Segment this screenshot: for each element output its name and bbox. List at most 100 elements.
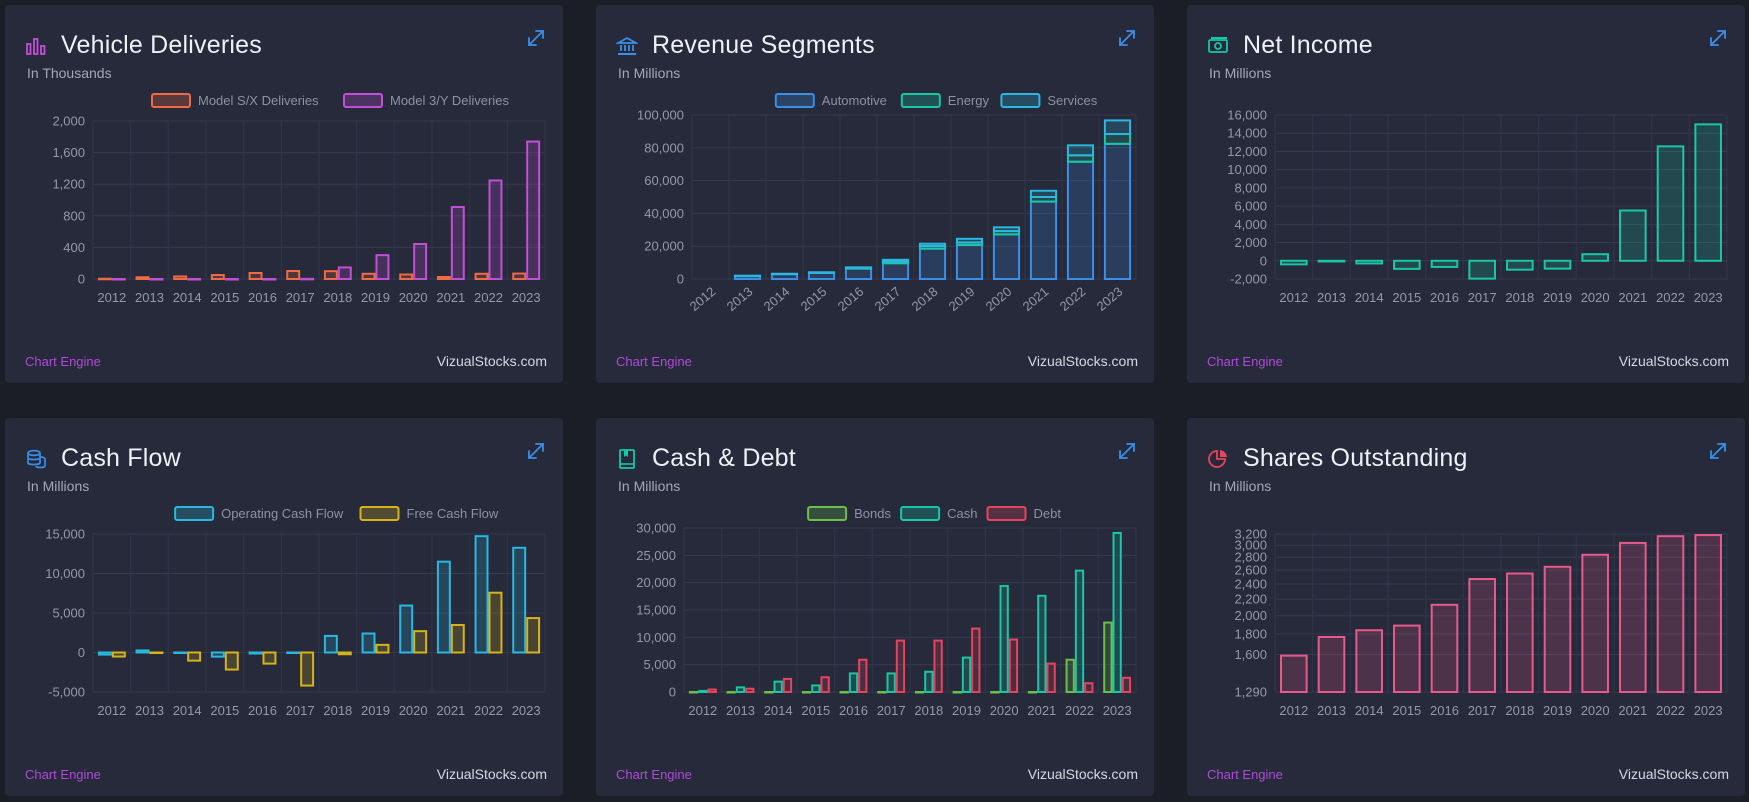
- bar[interactable]: [1430, 259, 1459, 268]
- legend-item[interactable]: Energy: [900, 93, 990, 108]
- legend-item[interactable]: Cash: [900, 506, 977, 521]
- bar[interactable]: [1355, 259, 1383, 265]
- bar[interactable]: [1430, 603, 1459, 693]
- bar[interactable]: [971, 627, 981, 694]
- bar[interactable]: [955, 237, 984, 244]
- bar[interactable]: [413, 630, 428, 654]
- chart-engine-link[interactable]: Chart Engine: [25, 354, 101, 369]
- bar[interactable]: [361, 632, 376, 654]
- bar[interactable]: [210, 274, 225, 281]
- bar[interactable]: [844, 267, 873, 280]
- bar[interactable]: [413, 243, 428, 281]
- bar[interactable]: [474, 272, 489, 280]
- legend-item[interactable]: Services: [1000, 93, 1098, 108]
- bar[interactable]: [262, 651, 277, 665]
- bar[interactable]: [1317, 635, 1346, 694]
- bar[interactable]: [474, 535, 489, 654]
- bar[interactable]: [526, 617, 541, 654]
- bar[interactable]: [1280, 259, 1308, 266]
- bar[interactable]: [1037, 594, 1047, 693]
- bar[interactable]: [992, 226, 1021, 233]
- bar[interactable]: [707, 688, 717, 693]
- bar[interactable]: [224, 651, 239, 671]
- bar[interactable]: [1506, 572, 1534, 693]
- site-link[interactable]: VizualStocks.com: [1618, 353, 1729, 369]
- bar[interactable]: [111, 278, 126, 281]
- bar[interactable]: [924, 670, 934, 693]
- bar[interactable]: [990, 691, 1000, 694]
- bar[interactable]: [1112, 531, 1122, 694]
- bar[interactable]: [375, 643, 390, 654]
- bar[interactable]: [1280, 654, 1308, 693]
- bar[interactable]: [450, 623, 465, 654]
- bar[interactable]: [399, 273, 414, 280]
- bar[interactable]: [1393, 624, 1421, 693]
- bar[interactable]: [1066, 160, 1095, 280]
- legend-item[interactable]: Operating Cash Flow: [174, 506, 344, 521]
- bar[interactable]: [323, 634, 338, 654]
- bar[interactable]: [450, 206, 465, 280]
- bar[interactable]: [848, 672, 859, 693]
- chart-engine-link[interactable]: Chart Engine: [25, 767, 101, 782]
- bar[interactable]: [811, 684, 821, 694]
- bar[interactable]: [820, 676, 830, 694]
- bar[interactable]: [1393, 259, 1421, 270]
- bar[interactable]: [1027, 691, 1038, 694]
- expand-icon[interactable]: [1116, 27, 1138, 49]
- bar[interactable]: [512, 546, 527, 654]
- bar[interactable]: [1066, 144, 1095, 157]
- bar[interactable]: [210, 651, 225, 658]
- bar[interactable]: [1046, 662, 1056, 693]
- bar[interactable]: [1029, 189, 1058, 198]
- bar[interactable]: [999, 584, 1009, 693]
- bar[interactable]: [1581, 253, 1609, 262]
- bar[interactable]: [1619, 209, 1647, 262]
- bar[interactable]: [1008, 638, 1019, 694]
- bar[interactable]: [262, 278, 277, 281]
- bar[interactable]: [1506, 259, 1534, 271]
- expand-icon[interactable]: [1707, 27, 1729, 49]
- bar[interactable]: [1355, 629, 1383, 694]
- bar[interactable]: [97, 277, 112, 281]
- bar[interactable]: [337, 266, 352, 281]
- legend-item[interactable]: Model 3/Y Deliveries: [343, 93, 509, 108]
- bar[interactable]: [1619, 541, 1647, 694]
- bar[interactable]: [1694, 123, 1722, 262]
- bar[interactable]: [1543, 565, 1572, 693]
- bar[interactable]: [135, 649, 150, 654]
- bar[interactable]: [111, 651, 126, 658]
- bar[interactable]: [1103, 621, 1113, 693]
- bar[interactable]: [337, 651, 352, 656]
- bar[interactable]: [1121, 676, 1132, 693]
- bar[interactable]: [187, 651, 202, 662]
- bar[interactable]: [733, 274, 762, 278]
- bar[interactable]: [914, 691, 925, 694]
- chart-engine-link[interactable]: Chart Engine: [616, 354, 692, 369]
- bar[interactable]: [97, 651, 112, 656]
- bar[interactable]: [698, 689, 708, 693]
- bar[interactable]: [1543, 259, 1572, 270]
- chart-engine-link[interactable]: Chart Engine: [1207, 354, 1283, 369]
- bar[interactable]: [1074, 569, 1085, 693]
- legend-item[interactable]: Debt: [986, 506, 1062, 521]
- bar[interactable]: [1656, 145, 1685, 262]
- bar[interactable]: [745, 687, 755, 694]
- site-link[interactable]: VizualStocks.com: [436, 766, 547, 782]
- bar[interactable]: [248, 271, 263, 281]
- bar[interactable]: [300, 277, 315, 281]
- legend-item[interactable]: Free Cash Flow: [359, 506, 499, 521]
- bar[interactable]: [933, 639, 943, 693]
- bar[interactable]: [807, 271, 836, 274]
- bar[interactable]: [1084, 682, 1094, 693]
- bar[interactable]: [149, 651, 164, 654]
- chart-engine-link[interactable]: Chart Engine: [616, 767, 692, 782]
- bar[interactable]: [839, 691, 849, 694]
- bar[interactable]: [436, 560, 451, 654]
- bar[interactable]: [688, 691, 699, 694]
- bar[interactable]: [726, 691, 736, 694]
- bar[interactable]: [173, 651, 188, 654]
- bar[interactable]: [361, 272, 376, 280]
- bar[interactable]: [149, 278, 164, 281]
- bar[interactable]: [773, 680, 783, 693]
- bar[interactable]: [323, 270, 338, 281]
